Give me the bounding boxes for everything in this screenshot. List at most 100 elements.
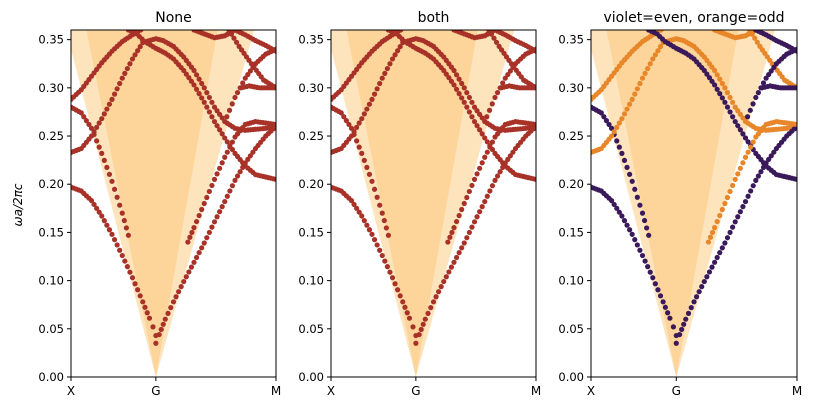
band-point bbox=[449, 229, 455, 236]
x-tick-label: M bbox=[792, 384, 802, 398]
band-point bbox=[712, 259, 718, 265]
band-point bbox=[471, 219, 478, 225]
band-point bbox=[416, 331, 422, 338]
band-point bbox=[224, 149, 230, 155]
band-point bbox=[448, 264, 455, 270]
band-point bbox=[366, 101, 373, 107]
band-point bbox=[104, 106, 110, 112]
band-point bbox=[146, 315, 153, 321]
band-point bbox=[231, 35, 237, 41]
band-point bbox=[114, 194, 120, 200]
band-point bbox=[464, 104, 470, 110]
y-tick-label: 0.35 bbox=[558, 33, 584, 47]
band-point bbox=[719, 80, 725, 87]
band-point bbox=[748, 188, 754, 194]
band-point bbox=[117, 247, 123, 253]
band-point bbox=[456, 212, 462, 219]
band-point bbox=[722, 85, 728, 91]
band-point bbox=[224, 114, 230, 120]
band-point bbox=[135, 287, 141, 293]
band-point bbox=[364, 164, 370, 170]
band-point bbox=[104, 164, 110, 170]
band-point bbox=[186, 75, 192, 81]
band-point bbox=[755, 90, 761, 96]
band-point bbox=[533, 85, 536, 91]
band-point bbox=[479, 115, 485, 121]
band-point bbox=[794, 121, 797, 128]
band-point bbox=[364, 106, 370, 112]
band-point bbox=[156, 331, 162, 338]
band-point bbox=[125, 232, 131, 238]
band-series bbox=[71, 184, 159, 339]
band-point bbox=[234, 90, 241, 96]
band-point bbox=[451, 82, 457, 88]
band-point bbox=[446, 75, 452, 81]
band-point bbox=[658, 30, 664, 33]
band-point bbox=[379, 210, 385, 216]
band-point bbox=[484, 193, 490, 199]
band-point bbox=[642, 70, 648, 76]
x-tick-label: G bbox=[672, 384, 681, 398]
plot-area bbox=[331, 30, 536, 377]
band-point bbox=[138, 30, 144, 33]
band-point bbox=[181, 278, 187, 285]
band-point bbox=[461, 85, 467, 91]
band-point bbox=[621, 111, 628, 117]
x-tick-label: X bbox=[327, 384, 335, 398]
band-point bbox=[606, 121, 612, 128]
band-point bbox=[763, 75, 769, 81]
band-point bbox=[712, 82, 718, 88]
band-point bbox=[760, 164, 767, 170]
band-point bbox=[464, 235, 470, 241]
band-point bbox=[187, 234, 193, 240]
axes-frame bbox=[70, 29, 277, 378]
band-point bbox=[497, 169, 503, 175]
band-point bbox=[418, 326, 424, 333]
band-point bbox=[453, 254, 460, 261]
band-point bbox=[137, 44, 143, 50]
band-series bbox=[185, 118, 276, 245]
band-point bbox=[273, 46, 276, 52]
band-point bbox=[768, 153, 774, 159]
band-point bbox=[688, 305, 694, 311]
band-point bbox=[224, 193, 230, 199]
band-point bbox=[232, 94, 238, 101]
band-point bbox=[245, 71, 251, 78]
band-point bbox=[341, 114, 347, 120]
band-point bbox=[732, 176, 738, 182]
band-point bbox=[91, 201, 97, 208]
band-point bbox=[201, 240, 207, 246]
band-point bbox=[119, 252, 125, 259]
band-point bbox=[99, 213, 105, 219]
band-point bbox=[488, 31, 495, 37]
band-series bbox=[385, 30, 536, 182]
band-point bbox=[627, 227, 633, 233]
band-point bbox=[398, 30, 404, 33]
light-cone-inner bbox=[86, 30, 218, 377]
band-point bbox=[507, 68, 513, 74]
band-point bbox=[706, 269, 713, 275]
band-point bbox=[199, 206, 205, 213]
band-point bbox=[111, 237, 118, 243]
band-point bbox=[229, 101, 235, 107]
band-point bbox=[99, 116, 105, 122]
plot-area bbox=[591, 30, 797, 377]
band-point bbox=[681, 321, 687, 327]
band-point bbox=[714, 218, 720, 225]
band-point bbox=[474, 171, 480, 177]
band-point bbox=[204, 90, 210, 96]
band-point bbox=[624, 222, 630, 228]
band-point bbox=[794, 85, 797, 91]
band-point bbox=[639, 210, 646, 216]
band-point bbox=[222, 135, 228, 141]
band-point bbox=[609, 133, 615, 139]
band-point bbox=[647, 61, 653, 67]
band-point bbox=[629, 178, 635, 184]
band-point bbox=[464, 90, 470, 96]
band-point bbox=[461, 240, 467, 246]
band-point bbox=[348, 133, 355, 139]
band-point bbox=[717, 91, 723, 97]
band-point bbox=[181, 67, 187, 74]
y-tick-label: 0.30 bbox=[38, 81, 64, 95]
band-point bbox=[627, 101, 633, 107]
